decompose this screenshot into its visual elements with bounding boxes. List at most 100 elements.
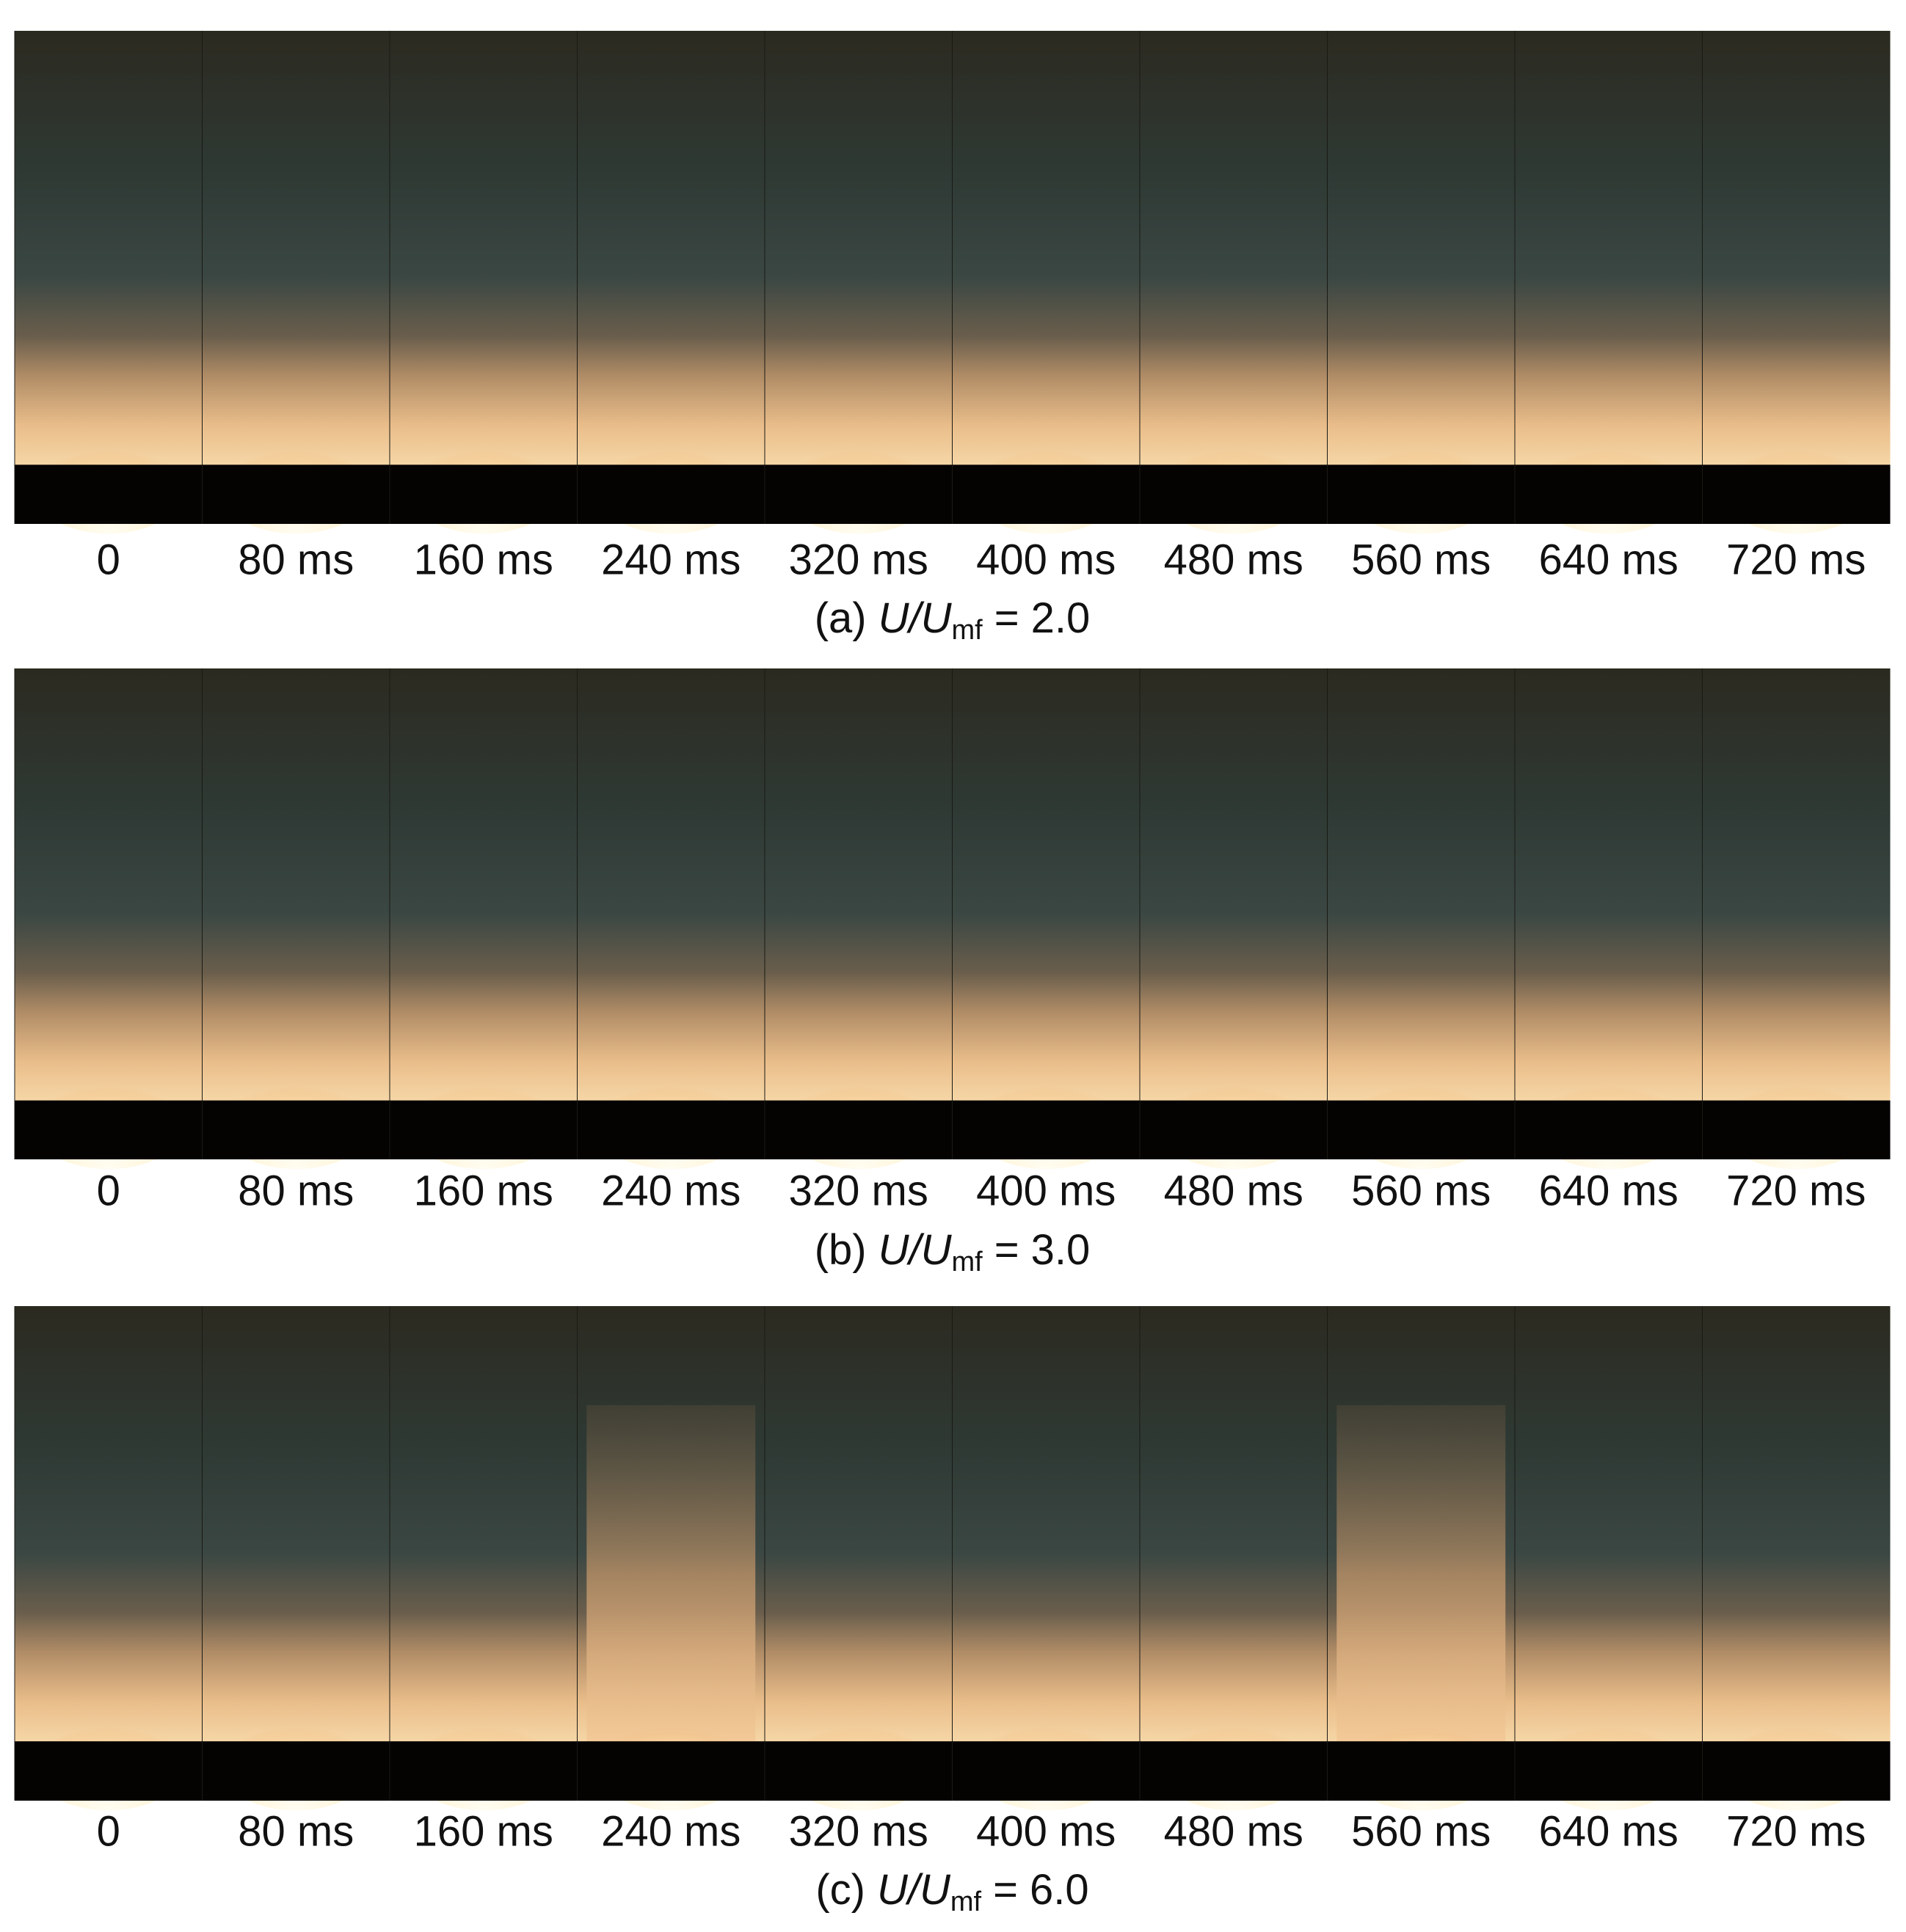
base — [577, 464, 765, 524]
photo-frame — [1327, 668, 1516, 1170]
base — [952, 1100, 1141, 1159]
caption-subscript: mf — [951, 615, 983, 646]
photo-frame — [14, 668, 203, 1170]
base — [577, 1741, 765, 1801]
photo-frame — [1139, 1306, 1328, 1811]
frame-label: 400 ms — [976, 1807, 1116, 1855]
frame-label: 80 ms — [238, 536, 354, 583]
frame-label: 480 ms — [1164, 536, 1303, 583]
base — [765, 464, 953, 524]
caption-prefix: (b) — [815, 1226, 867, 1274]
base — [1702, 1741, 1891, 1801]
photo-frame — [1702, 1306, 1891, 1811]
frame-label: 240 ms — [601, 1167, 741, 1214]
frame-label: 560 ms — [1351, 536, 1491, 583]
frame-label: 0 — [97, 1167, 120, 1214]
caption-value: = 6.0 — [993, 1866, 1089, 1914]
frame-label: 240 ms — [601, 1807, 741, 1855]
frame-label: 160 ms — [414, 1167, 553, 1214]
base — [1515, 1741, 1703, 1801]
panel: 0 80 ms 160 ms 240 ms 320 ms 400 ms 480 ms 560 … — [14, 1306, 1891, 1917]
base — [952, 1741, 1141, 1801]
frame-label: 640 ms — [1539, 1167, 1678, 1214]
caption-value: = 3.0 — [994, 1226, 1091, 1274]
frame-label: 0 — [97, 1807, 120, 1855]
base — [202, 1741, 390, 1801]
panel: 0 80 ms 160 ms 240 ms 320 ms 400 ms 480 ms 560 … — [14, 668, 1891, 1277]
caption-prefix: (c) — [815, 1866, 865, 1914]
photo-frame — [1514, 1306, 1703, 1811]
photo-frame — [1702, 668, 1891, 1170]
base — [1140, 464, 1328, 524]
photo-frame — [202, 31, 390, 534]
base — [1140, 1100, 1328, 1159]
frame-label: 720 ms — [1726, 536, 1866, 583]
frame-label: 160 ms — [414, 536, 553, 583]
base — [15, 464, 203, 524]
photo-frame — [1514, 31, 1703, 534]
photo-frame — [14, 31, 203, 534]
base — [390, 1741, 578, 1801]
base — [1702, 464, 1891, 524]
panel: 0 80 ms 160 ms 240 ms 320 ms 400 ms 480 ms 560 … — [14, 31, 1891, 646]
caption-value: = 2.0 — [994, 594, 1091, 642]
base — [15, 1100, 203, 1159]
base — [1515, 1100, 1703, 1159]
caption-prefix: (a) — [815, 594, 867, 642]
frame-label: 400 ms — [976, 536, 1116, 583]
frame-label: 0 — [97, 536, 120, 583]
photo-frame — [764, 31, 953, 534]
photo-frame — [14, 1306, 203, 1811]
base — [1140, 1741, 1328, 1801]
frame-label: 480 ms — [1164, 1167, 1303, 1214]
panel-caption: (a) U/Umf = 2.0 — [815, 594, 1091, 646]
base — [577, 1100, 765, 1159]
frame-label: 720 ms — [1726, 1167, 1866, 1214]
base — [952, 464, 1141, 524]
photo-frame — [577, 31, 765, 534]
base — [390, 464, 578, 524]
base — [202, 464, 390, 524]
base — [765, 1741, 953, 1801]
base — [390, 1100, 578, 1159]
photo-frame — [764, 668, 953, 1170]
photo-frame — [1514, 668, 1703, 1170]
base — [1327, 1100, 1516, 1159]
base — [765, 1100, 953, 1159]
frame-label: 560 ms — [1351, 1167, 1491, 1214]
photo-frame — [952, 1306, 1141, 1811]
photo-frame — [764, 1306, 953, 1811]
frame-label: 240 ms — [601, 536, 741, 583]
photo-frame — [577, 668, 765, 1170]
caption-symbol: U/U — [879, 594, 953, 642]
frame-label: 640 ms — [1539, 536, 1678, 583]
photo-frame — [952, 668, 1141, 1170]
photo-frame — [389, 31, 578, 534]
photo-frame — [389, 1306, 578, 1811]
photo-frame — [389, 668, 578, 1170]
caption-symbol: U/U — [879, 1226, 953, 1274]
caption-subscript: mf — [950, 1887, 982, 1917]
frame-label: 80 ms — [238, 1167, 354, 1214]
base — [15, 1741, 203, 1801]
frame-label: 160 ms — [414, 1807, 553, 1855]
photo-frame — [1139, 31, 1328, 534]
caption-subscript: mf — [951, 1247, 983, 1277]
base — [1702, 1100, 1891, 1159]
photo-frame — [202, 1306, 390, 1811]
photo-frame — [577, 1306, 765, 1811]
caption-symbol: U/U — [877, 1866, 951, 1914]
base — [1515, 464, 1703, 524]
photo-frame — [1702, 31, 1891, 534]
photo-frame — [1327, 31, 1516, 534]
frame-label: 560 ms — [1351, 1807, 1491, 1855]
frame-label: 400 ms — [976, 1167, 1116, 1214]
frame-label: 320 ms — [789, 1807, 928, 1855]
frame-label: 480 ms — [1164, 1807, 1303, 1855]
photo-frame — [202, 668, 390, 1170]
photo-frame — [1327, 1306, 1516, 1811]
base — [1327, 1741, 1516, 1801]
photo-frame — [1139, 668, 1328, 1170]
frame-label: 320 ms — [789, 1167, 928, 1214]
